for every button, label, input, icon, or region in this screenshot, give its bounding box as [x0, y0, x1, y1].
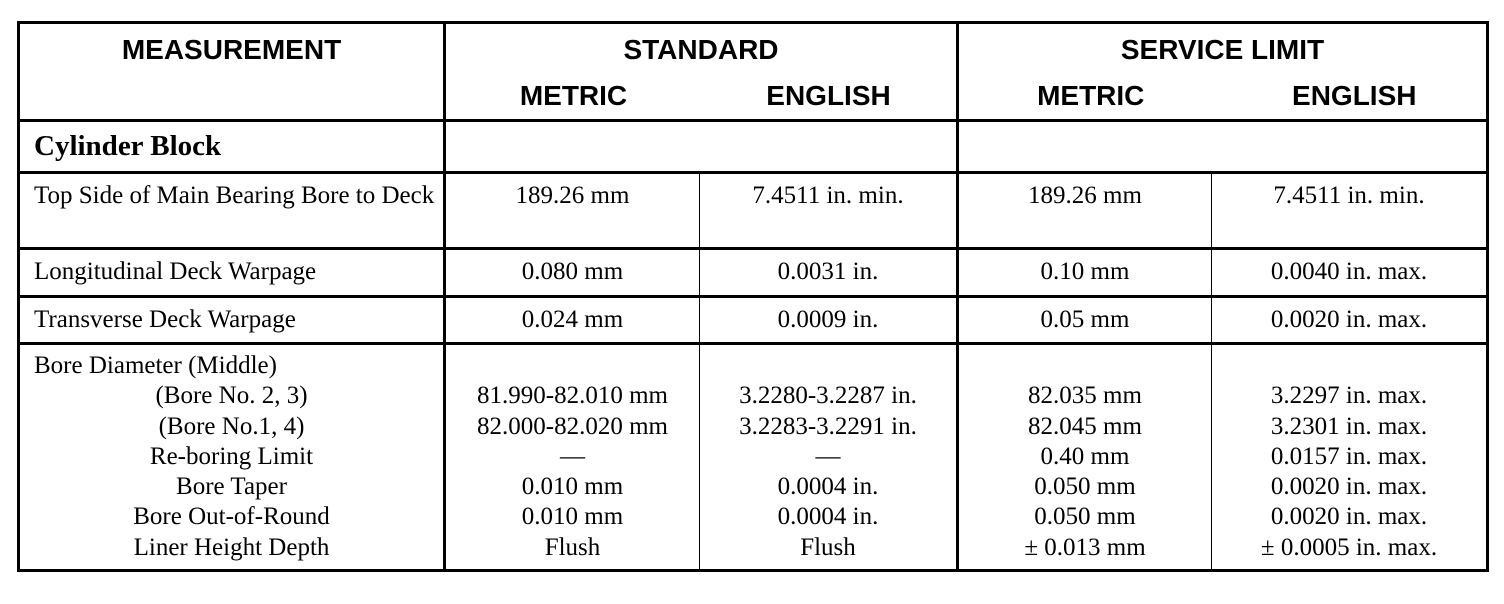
std-english: 3.2280-3.2287 in.: [739, 382, 917, 410]
svc-english: 0.0020 in. max.: [1211, 295, 1489, 345]
svc-english: 0.0040 in. max.: [1211, 247, 1489, 298]
empty-cell: [956, 119, 1489, 174]
row-label: Transverse Deck Warpage: [17, 295, 446, 345]
section-row: Cylinder Block: [17, 119, 1489, 174]
std-english: Flush: [800, 533, 856, 561]
standard-metric-header: METRIC: [519, 80, 628, 111]
std-english: —: [815, 442, 841, 470]
svc-metric: 0.10 mm: [956, 247, 1212, 298]
row-label: Top Side of Main Bearing Bore to Deck: [17, 171, 446, 250]
std-metric: —: [560, 442, 585, 470]
bore-std-metric: 81.990-82.010 mm 82.000-82.020 mm — 0.01…: [443, 342, 700, 572]
std-english: 7.4511 in. min.: [699, 171, 959, 250]
std-english: 0.0009 in.: [699, 295, 959, 345]
measurement-header: MEASUREMENT: [17, 21, 446, 122]
svc-metric: 82.045 mm: [1028, 412, 1142, 440]
std-english: 3.2283-3.2291 in.: [739, 412, 917, 440]
bore-std-english: 3.2280-3.2287 in. 3.2283-3.2291 in. — 0.…: [699, 342, 959, 572]
table-row: Top Side of Main Bearing Bore to Deck 18…: [17, 171, 1489, 250]
item-label: (Bore No. 2, 3): [155, 382, 308, 410]
item-label: (Bore No.1, 4): [158, 412, 305, 440]
item-label: Bore Taper: [176, 473, 287, 501]
standard-title: STANDARD: [623, 34, 779, 65]
std-metric: Flush: [544, 533, 601, 561]
bore-svc-metric: 82.035 mm 82.045 mm 0.40 mm 0.050 mm 0.0…: [956, 342, 1212, 572]
std-metric: 0.080 mm: [443, 247, 700, 298]
specifications-table: MEASUREMENT STANDARD METRIC ENGLISH SERVI…: [17, 21, 1489, 572]
svc-metric: 0.050 mm: [1034, 503, 1136, 531]
svc-english: 0.0157 in. max.: [1270, 442, 1428, 470]
standard-header: STANDARD METRIC ENGLISH: [443, 21, 959, 122]
bore-title: Bore Diameter (Middle): [34, 352, 277, 379]
std-metric: 0.010 mm: [521, 503, 624, 531]
std-english: 0.0031 in.: [699, 247, 959, 298]
empty-cell: [443, 119, 959, 174]
row-label: Longitudinal Deck Warpage: [17, 247, 446, 298]
svc-english: 0.0020 in. max.: [1270, 503, 1428, 531]
std-english: 0.0004 in.: [777, 473, 879, 501]
svc-metric: 0.40 mm: [1040, 442, 1130, 470]
service-metric-header: METRIC: [1037, 80, 1145, 111]
std-metric: 81.990-82.010 mm: [477, 382, 668, 410]
std-metric: 189.26 mm: [443, 171, 700, 250]
svc-metric: 82.035 mm: [1028, 382, 1142, 410]
section-title: Cylinder Block: [17, 119, 446, 174]
std-metric: 82.000-82.020 mm: [477, 412, 668, 440]
item-label: Re-boring Limit: [149, 442, 314, 470]
std-metric: 0.024 mm: [443, 295, 700, 345]
service-english-header: ENGLISH: [1292, 80, 1417, 111]
svc-metric: 0.050 mm: [1034, 473, 1136, 501]
bore-labels: Bore Diameter (Middle) (Bore No. 2, 3) (…: [17, 342, 446, 572]
item-label: Bore Out-of-Round: [133, 503, 330, 531]
service-limit-title: SERVICE LIMIT: [1120, 34, 1325, 65]
table-row: Longitudinal Deck Warpage 0.080 mm 0.003…: [17, 247, 1489, 298]
bore-svc-english: 3.2297 in. max. 3.2301 in. max. 0.0157 i…: [1211, 342, 1489, 572]
bore-diameter-row: Bore Diameter (Middle) (Bore No. 2, 3) (…: [17, 342, 1489, 572]
std-metric: 0.010 mm: [521, 473, 624, 501]
svc-english: ± 0.0005 in. max.: [1260, 533, 1438, 561]
item-label: Liner Height Depth: [133, 533, 330, 561]
svc-english: 0.0020 in. max.: [1270, 473, 1428, 501]
std-english: 0.0004 in.: [777, 503, 879, 531]
service-limit-header: SERVICE LIMIT METRIC ENGLISH: [956, 21, 1489, 122]
svc-english: 3.2297 in. max.: [1270, 382, 1428, 410]
table-row: Transverse Deck Warpage 0.024 mm 0.0009 …: [17, 295, 1489, 345]
svc-english: 3.2301 in. max.: [1270, 412, 1428, 440]
svc-english: 7.4511 in. min.: [1211, 171, 1489, 250]
svc-metric: ± 0.013 mm: [1024, 533, 1146, 561]
header-row: MEASUREMENT STANDARD METRIC ENGLISH SERVI…: [17, 21, 1489, 122]
svc-metric: 189.26 mm: [956, 171, 1212, 250]
svc-metric: 0.05 mm: [956, 295, 1212, 345]
standard-english-header: ENGLISH: [766, 80, 891, 111]
